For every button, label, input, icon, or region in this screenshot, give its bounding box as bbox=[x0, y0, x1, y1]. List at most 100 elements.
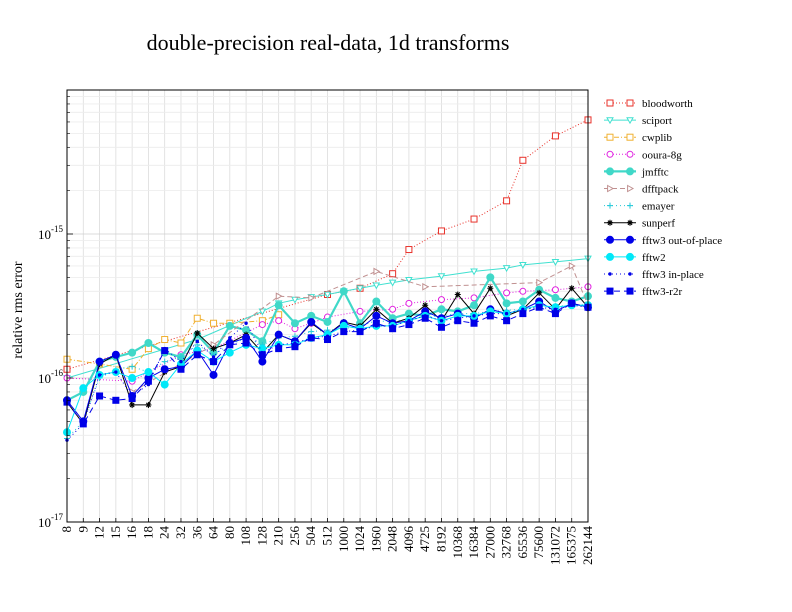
marker bbox=[179, 359, 183, 364]
marker bbox=[486, 312, 494, 320]
legend-label: fftw3-r2r bbox=[642, 286, 682, 298]
marker bbox=[421, 314, 429, 322]
marker bbox=[160, 380, 169, 389]
marker bbox=[274, 330, 283, 339]
marker bbox=[258, 351, 266, 359]
marker bbox=[437, 323, 445, 331]
x-tick-label: 15 bbox=[108, 526, 123, 539]
legend: bloodworth sciport cwplib ooura-8g jmfftc dff… bbox=[604, 98, 722, 298]
marker bbox=[308, 294, 316, 302]
grid bbox=[66, 90, 589, 523]
marker bbox=[291, 343, 299, 351]
marker bbox=[258, 308, 267, 316]
marker bbox=[607, 202, 613, 209]
x-tick-label: 80 bbox=[222, 526, 237, 539]
legend-item-sciport: sciport bbox=[604, 115, 672, 127]
x-tick-label: 128 bbox=[254, 526, 269, 546]
x-tick-label: 75600 bbox=[531, 526, 546, 559]
legend-item-dfftpack: dfftpack bbox=[604, 184, 679, 196]
marker bbox=[323, 317, 332, 326]
marker bbox=[225, 348, 234, 357]
x-tick-label: 36 bbox=[189, 526, 204, 540]
marker bbox=[275, 345, 283, 353]
marker bbox=[519, 262, 527, 269]
marker bbox=[128, 348, 137, 357]
marker bbox=[470, 294, 478, 302]
marker bbox=[129, 401, 136, 408]
marker bbox=[454, 317, 462, 325]
marker bbox=[536, 289, 543, 296]
y-tick-label: 10-16 bbox=[38, 368, 63, 386]
marker bbox=[606, 133, 614, 141]
x-tick-label: 64 bbox=[206, 526, 221, 540]
x-tick-label: 1000 bbox=[336, 526, 351, 552]
marker bbox=[607, 219, 613, 226]
marker bbox=[389, 325, 397, 333]
marker bbox=[161, 336, 169, 344]
marker bbox=[372, 311, 381, 320]
legend-item-cwplib: cwplib bbox=[604, 132, 672, 144]
legend-label: bloodworth bbox=[642, 98, 693, 110]
marker bbox=[161, 347, 169, 355]
marker bbox=[626, 235, 634, 244]
marker bbox=[519, 287, 527, 295]
legend-item-sunperf: sunperf bbox=[604, 218, 675, 230]
marker bbox=[226, 341, 234, 349]
legend-label: ooura-8g bbox=[642, 149, 682, 161]
x-tick-label: 27000 bbox=[482, 526, 497, 559]
marker bbox=[307, 317, 316, 326]
x-tick-label: 210 bbox=[271, 526, 286, 546]
marker bbox=[606, 167, 614, 176]
marker bbox=[535, 303, 543, 311]
marker bbox=[210, 319, 218, 327]
marker bbox=[290, 319, 299, 328]
marker bbox=[454, 291, 461, 298]
marker bbox=[606, 150, 614, 158]
marker bbox=[470, 215, 478, 223]
x-tick-label: 12 bbox=[92, 526, 107, 539]
x-tick-label: 262144 bbox=[580, 526, 595, 566]
marker bbox=[551, 310, 559, 318]
legend-label: emayer bbox=[642, 201, 675, 213]
marker bbox=[97, 373, 102, 377]
marker bbox=[144, 339, 153, 348]
marker bbox=[627, 184, 635, 193]
marker bbox=[437, 296, 445, 304]
x-tick-label: 18 bbox=[140, 526, 155, 539]
y-tick-label: 10-17 bbox=[38, 512, 63, 530]
marker bbox=[79, 384, 88, 393]
marker bbox=[340, 328, 348, 336]
marker bbox=[228, 336, 232, 340]
marker bbox=[242, 339, 250, 347]
marker bbox=[626, 287, 634, 295]
legend-item-fftw3-out-of-place: fftw3 out-of-place bbox=[604, 235, 722, 247]
marker bbox=[160, 365, 169, 374]
legend-label: sciport bbox=[642, 115, 672, 127]
x-tick-label: 108 bbox=[238, 526, 253, 546]
y-tick-label: 10-15 bbox=[38, 224, 63, 242]
marker bbox=[308, 328, 315, 335]
legend-item-emayer: emayer bbox=[604, 201, 675, 213]
marker bbox=[114, 370, 118, 374]
marker bbox=[470, 301, 479, 310]
marker bbox=[96, 392, 104, 400]
legend-label: fftw2 bbox=[642, 252, 666, 264]
x-tick-label: 24 bbox=[157, 526, 172, 540]
legend-item-fftw2: fftw2 bbox=[604, 252, 666, 264]
x-tick-label: 16 bbox=[124, 526, 139, 540]
marker bbox=[161, 358, 168, 365]
legend-label: fftw3 out-of-place bbox=[642, 235, 722, 247]
marker bbox=[145, 401, 152, 408]
axes: 8 9 12 15 16 18 24 32 36 64 80 108 128 210 256 504 512 10… bbox=[38, 89, 595, 566]
marker bbox=[502, 265, 511, 273]
marker bbox=[422, 282, 430, 291]
marker bbox=[437, 305, 446, 314]
marker bbox=[519, 310, 527, 318]
marker bbox=[487, 285, 494, 292]
marker bbox=[210, 345, 217, 352]
marker bbox=[177, 339, 185, 347]
x-tick-label: 131072 bbox=[547, 526, 562, 565]
marker bbox=[274, 301, 283, 310]
marker bbox=[193, 351, 201, 359]
